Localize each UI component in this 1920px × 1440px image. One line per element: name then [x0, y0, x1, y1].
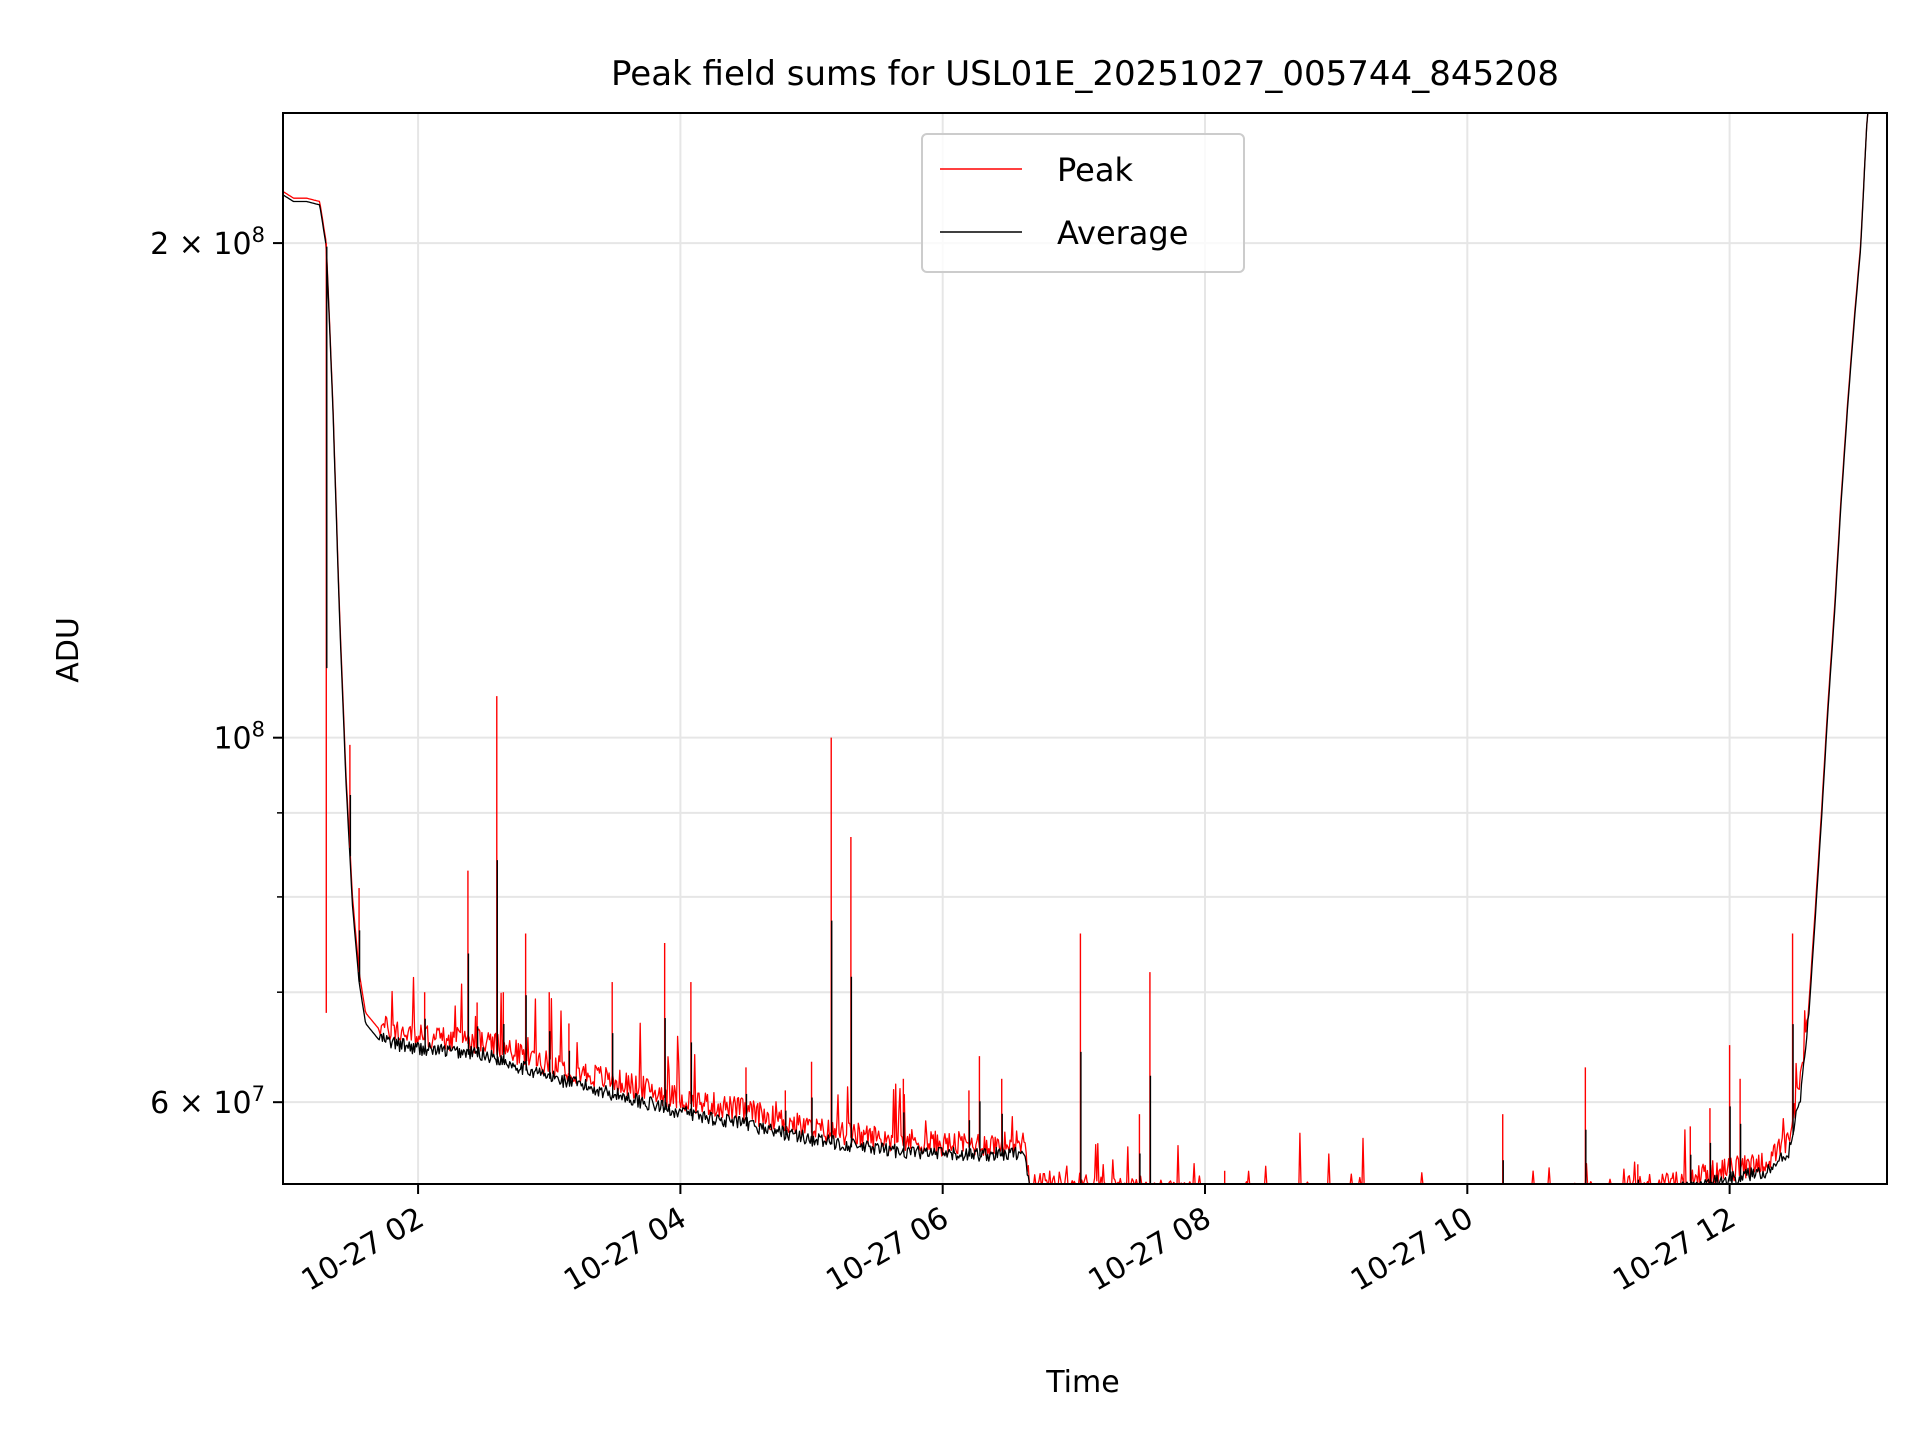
legend-label-peak: Peak [1057, 151, 1133, 189]
x-axis-label: Time [1045, 1365, 1119, 1400]
y-axis-label: ADU [51, 617, 86, 683]
chart-title: Peak field sums for USL01E_20251027_0057… [611, 54, 1559, 94]
y-ticks: 6 × 107 108 2 × 108 [150, 223, 283, 1121]
grid [283, 113, 1887, 1184]
legend-label-average: Average [1057, 214, 1188, 252]
legend: Peak Average [921, 133, 1245, 273]
y-tick-label: 6 × 107 [150, 1082, 265, 1121]
plot-frame [282, 112, 1888, 1185]
y-tick-label: 108 [213, 718, 265, 757]
y-tick-label: 2 × 108 [150, 223, 265, 262]
